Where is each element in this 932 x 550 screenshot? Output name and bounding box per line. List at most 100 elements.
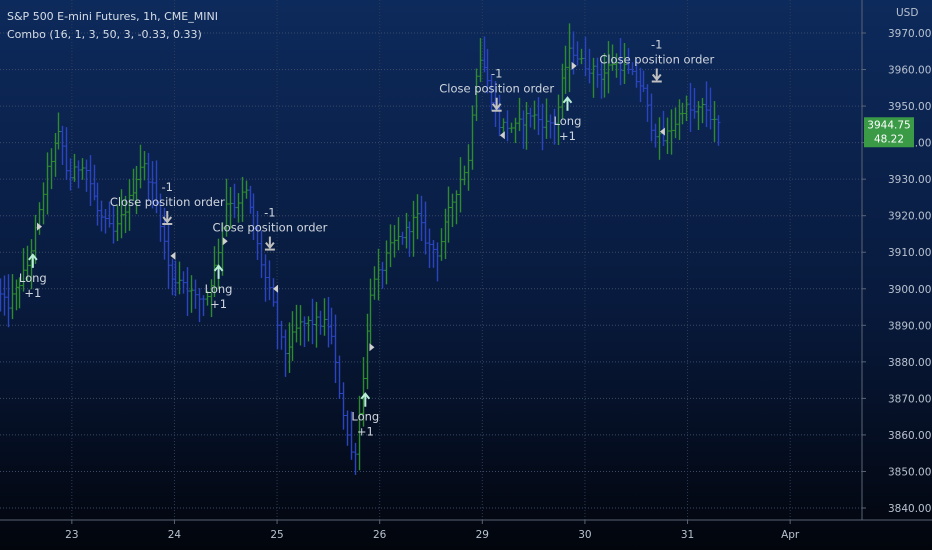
y-tick-label: 3930.00 (888, 174, 931, 186)
ohlc-bar (115, 205, 120, 242)
ohlc-bar (294, 304, 299, 343)
ohlc-bar (99, 200, 104, 232)
ohlc-bar (423, 201, 428, 255)
long-entry-signal: Long+1 (554, 96, 581, 143)
ohlc-bar (49, 148, 54, 190)
ohlc-bar (388, 224, 393, 268)
ohlc-bar (25, 245, 30, 282)
ohlc-bar (349, 411, 354, 460)
ohlc-bar (641, 70, 646, 93)
ohlc-bar (669, 109, 674, 155)
ohlc-bar (450, 193, 455, 228)
ohlc-bar (10, 274, 15, 320)
y-tick-label: 3880.00 (888, 357, 931, 369)
ohlc-bar (583, 36, 588, 77)
ohlc-bar (290, 311, 295, 361)
x-tick-label: 25 (270, 529, 283, 541)
ohlc-bar (154, 160, 159, 214)
ohlc-bar (415, 194, 420, 240)
ohlc-bar (595, 57, 600, 88)
long-arrow-head (28, 253, 38, 261)
y-tick-label: 3970.00 (888, 28, 931, 40)
fill-marker-icon (369, 343, 375, 352)
indicator-label[interactable]: Combo (16, 1, 3, 50, 3, -0.33, 0.33) (7, 28, 202, 41)
ohlc-bar (173, 260, 178, 297)
ohlc-bar (462, 165, 467, 186)
ohlc-bar (513, 117, 518, 144)
ohlc-bar (634, 59, 639, 88)
ohlc-bar (236, 193, 241, 223)
ohlc-bar (400, 231, 405, 245)
ohlc-bar (45, 152, 50, 215)
y-tick-label: 3910.00 (888, 247, 931, 259)
ohlc-bar (665, 117, 670, 155)
ohlc-bar (509, 122, 514, 133)
ohlc-bar (259, 230, 264, 279)
ohlc-bar (361, 357, 366, 427)
ohlc-bar (431, 240, 436, 268)
ohlc-bar (579, 48, 584, 65)
ohlc-bar (185, 267, 190, 316)
ohlc-bar (228, 187, 233, 229)
ohlc-bar (708, 87, 713, 130)
ohlc-bar (497, 94, 502, 137)
ohlc-bar (376, 248, 381, 301)
ohlc-bar (6, 274, 11, 328)
time-axis[interactable]: 23 24 25 26 29 30 31 Apr (65, 520, 800, 541)
ohlc-bar (712, 101, 717, 142)
ohlc-bar (489, 74, 494, 111)
price-axis[interactable]: 3840.00 3850.00 3860.00 3870.00 3880.00 3890.… (862, 28, 931, 515)
ohlc-bar (181, 271, 186, 294)
ohlc-bar (255, 210, 260, 260)
long-arrow-head (213, 264, 224, 272)
ohlc-bar (193, 279, 198, 309)
ohlc-bar (384, 240, 389, 285)
ohlc-bar (517, 97, 522, 132)
ohlc-bar (201, 295, 206, 317)
ohlc-bar (103, 208, 108, 234)
ohlc-bar (630, 62, 635, 76)
ohlc-bar (146, 152, 151, 202)
ohlc-bar (684, 95, 689, 122)
ohlc-bar (396, 217, 401, 251)
y-tick-label: 3920.00 (888, 211, 931, 223)
fill-marker-icon (222, 237, 228, 246)
x-tick-label: 26 (373, 529, 387, 541)
ohlc-bar (341, 382, 346, 430)
ohlc-bar (318, 310, 323, 335)
ohlc-bar (552, 108, 557, 145)
ohlc-bar (474, 68, 479, 122)
ohlc-bar (310, 298, 315, 345)
y-tick-label: 3870.00 (888, 393, 931, 405)
ohlc-bar (680, 102, 685, 125)
ohlc-bar (88, 155, 93, 207)
ohlc-bar (345, 410, 350, 446)
last-price-tag: 3944.75 48.22 (864, 117, 914, 148)
ohlc-bar (435, 242, 440, 282)
last-price-tag-box (864, 117, 914, 148)
trade-qty: +1 (559, 129, 576, 143)
x-tick-label: 31 (681, 529, 694, 541)
ohlc-bar (478, 38, 483, 83)
ohlc-bars (0, 23, 721, 475)
long-entry-signal: Long+1 (351, 392, 379, 439)
ohlc-bar (17, 277, 22, 309)
y-tick-label: 3860.00 (888, 430, 931, 442)
y-tick-label: 3890.00 (888, 320, 931, 332)
ohlc-bar (251, 193, 256, 240)
fill-marker-icon (36, 222, 42, 231)
ohlc-bar (134, 165, 139, 215)
ohlc-bar (21, 248, 26, 292)
ohlc-bar (505, 110, 510, 142)
ohlc-bar (333, 314, 338, 384)
long-entry-signal: Long+1 (205, 264, 233, 311)
ohlc-bar (446, 186, 451, 243)
ohlc-bar (302, 316, 307, 347)
ohlc-bar (279, 320, 284, 350)
trade-qty: -1 (264, 206, 275, 220)
ohlc-bar (306, 316, 311, 342)
ohlc-bar (454, 190, 459, 225)
ohlc-bar (56, 112, 61, 150)
